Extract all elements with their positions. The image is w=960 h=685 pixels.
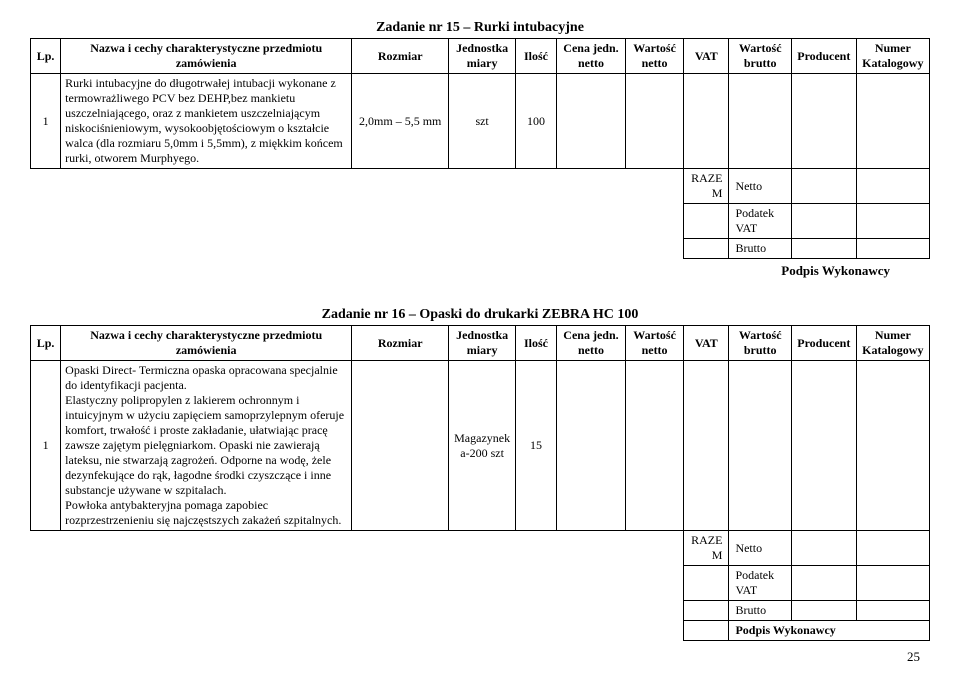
th-lp: Lp. (31, 326, 61, 361)
summary-row: Podatek VAT (31, 566, 930, 601)
summary-empty (791, 204, 856, 239)
table-2: Lp. Nazwa i cechy charakterystyczne prze… (30, 325, 930, 641)
cell-cena (556, 361, 625, 531)
cell-wartosc (625, 74, 683, 169)
cell-producent (791, 361, 856, 531)
table-row: 1 Rurki intubacyjne do długotrwałej intu… (31, 74, 930, 169)
th-wartosc: Wartość netto (625, 326, 683, 361)
th-jednostka: Jednostka miary (449, 39, 516, 74)
table-header-row: Lp. Nazwa i cechy charakterystyczne prze… (31, 326, 930, 361)
page-number: 25 (30, 649, 930, 665)
th-wartbrutto: Wartość brutto (729, 326, 792, 361)
cell-cena (556, 74, 625, 169)
cell-ilosc: 100 (516, 74, 557, 169)
summary-row: Brutto (31, 601, 930, 621)
summary-value: Netto (729, 169, 792, 204)
summary-label (684, 601, 729, 621)
summary-value: Brutto (729, 239, 792, 259)
cell-jednostka: Magazynek a-200 szt (449, 361, 516, 531)
summary-empty (791, 239, 856, 259)
table-1: Lp. Nazwa i cechy charakterystyczne prze… (30, 38, 930, 259)
th-cena: Cena jedn. netto (556, 326, 625, 361)
cell-nazwa: Rurki intubacyjne do długotrwałej intuba… (61, 74, 352, 169)
th-jednostka: Jednostka miary (449, 326, 516, 361)
task-title-1: Zadanie nr 15 – Rurki intubacyjne (30, 20, 930, 36)
summary-empty (856, 239, 929, 259)
summary-empty (856, 531, 929, 566)
summary-empty (856, 169, 929, 204)
th-wartbrutto: Wartość brutto (729, 39, 792, 74)
cell-producent (791, 74, 856, 169)
th-lp: Lp. (31, 39, 61, 74)
table-row: 1 Opaski Direct- Termiczna opaska opraco… (31, 361, 930, 531)
summary-empty (856, 566, 929, 601)
th-producent: Producent (791, 39, 856, 74)
th-vat: VAT (684, 39, 729, 74)
podpis-wykonawcy-2: Podpis Wykonawcy (729, 621, 930, 641)
th-wartosc: Wartość netto (625, 39, 683, 74)
summary-empty (791, 169, 856, 204)
summary-empty (791, 601, 856, 621)
th-katalog: Numer Katalogowy (856, 39, 929, 74)
summary-label (684, 621, 729, 641)
summary-row: Brutto (31, 239, 930, 259)
task-title-2: Zadanie nr 16 – Opaski do drukarki ZEBRA… (30, 307, 930, 323)
th-nazwa: Nazwa i cechy charakterystyczne przedmio… (61, 326, 352, 361)
summary-empty (856, 204, 929, 239)
th-ilosc: Ilość (516, 326, 557, 361)
summary-row: Podatek VAT (31, 204, 930, 239)
summary-row: RAZEM Netto (31, 169, 930, 204)
summary-value: Netto (729, 531, 792, 566)
cell-wartbrutto (729, 361, 792, 531)
th-katalog: Numer Katalogowy (856, 326, 929, 361)
th-nazwa: Nazwa i cechy charakterystyczne przedmio… (61, 39, 352, 74)
th-cena: Cena jedn. netto (556, 39, 625, 74)
summary-row: RAZEM Netto (31, 531, 930, 566)
cell-nazwa: Opaski Direct- Termiczna opaska opracowa… (61, 361, 352, 531)
cell-ilosc: 15 (516, 361, 557, 531)
summary-value: Podatek VAT (729, 204, 792, 239)
cell-rozmiar: 2,0mm – 5,5 mm (352, 74, 449, 169)
th-vat: VAT (684, 326, 729, 361)
cell-rozmiar (352, 361, 449, 531)
summary-value: Brutto (729, 601, 792, 621)
th-ilosc: Ilość (516, 39, 557, 74)
summary-row: Podpis Wykonawcy (31, 621, 930, 641)
summary-label (684, 239, 729, 259)
summary-value: Podatek VAT (729, 566, 792, 601)
th-rozmiar: Rozmiar (352, 326, 449, 361)
cell-katalog (856, 361, 929, 531)
cell-vat (684, 74, 729, 169)
podpis-wykonawcy-1: Podpis Wykonawcy (30, 263, 930, 279)
cell-lp: 1 (31, 74, 61, 169)
th-producent: Producent (791, 326, 856, 361)
summary-label (684, 566, 729, 601)
cell-vat (684, 361, 729, 531)
summary-empty (791, 566, 856, 601)
summary-empty (856, 601, 929, 621)
cell-lp: 1 (31, 361, 61, 531)
th-rozmiar: Rozmiar (352, 39, 449, 74)
summary-empty (791, 531, 856, 566)
cell-wartosc (625, 361, 683, 531)
table-header-row: Lp. Nazwa i cechy charakterystyczne prze… (31, 39, 930, 74)
cell-wartbrutto (729, 74, 792, 169)
cell-katalog (856, 74, 929, 169)
summary-label (684, 204, 729, 239)
summary-label: RAZEM (684, 531, 729, 566)
cell-jednostka: szt (449, 74, 516, 169)
summary-label: RAZEM (684, 169, 729, 204)
